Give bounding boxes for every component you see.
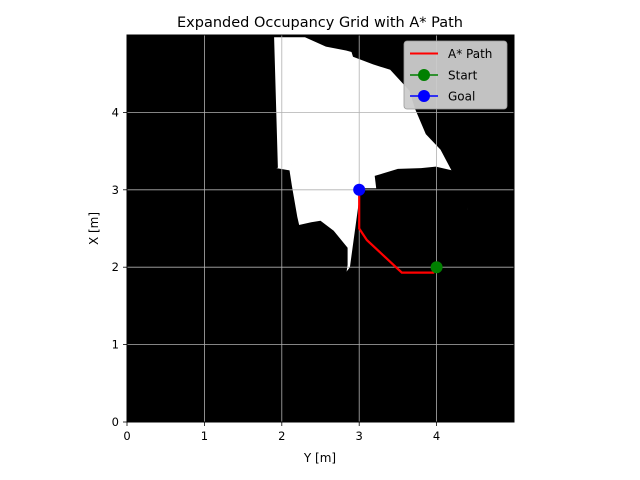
x-axis-label: Y [m]	[303, 451, 336, 465]
obstacle-1	[374, 166, 470, 272]
chart-title: Expanded Occupancy Grid with A* Path	[177, 15, 463, 31]
series-layer	[353, 183, 443, 274]
y-tick-label: 4	[112, 105, 119, 119]
free-space-layer	[274, 37, 468, 281]
x-tick-label: 2	[278, 429, 285, 443]
obstacle-0	[254, 220, 348, 293]
series-point-start	[430, 261, 443, 274]
y-tick-label: 2	[112, 260, 119, 274]
legend-box	[403, 40, 508, 110]
y-tick-label: 1	[112, 338, 119, 352]
legend-label-goal: Goal	[448, 90, 475, 104]
series-point-goal	[353, 183, 366, 196]
y-tick-label: 0	[112, 415, 119, 429]
x-tick-label: 4	[433, 429, 440, 443]
y-tick-label: 3	[112, 183, 119, 197]
x-tick-label: 3	[356, 429, 363, 443]
series-line-a-path	[358, 195, 435, 274]
legend: A* Path Start Goal	[403, 40, 508, 110]
x-tick-label: 1	[201, 429, 208, 443]
plot-frame	[126, 34, 515, 423]
legend-label-path: A* Path	[448, 47, 492, 61]
y-axis-label: X [m]	[87, 212, 101, 245]
legend-marker-start	[418, 69, 430, 81]
axis-layer: 0 1 2 3 4 0 1 2 3 4	[112, 105, 441, 443]
free-region-1	[274, 37, 468, 210]
legend-label-start: Start	[448, 69, 478, 83]
legend-marker-goal	[418, 90, 430, 102]
obstacle-layer	[254, 166, 470, 293]
x-tick-label: 0	[123, 429, 130, 443]
